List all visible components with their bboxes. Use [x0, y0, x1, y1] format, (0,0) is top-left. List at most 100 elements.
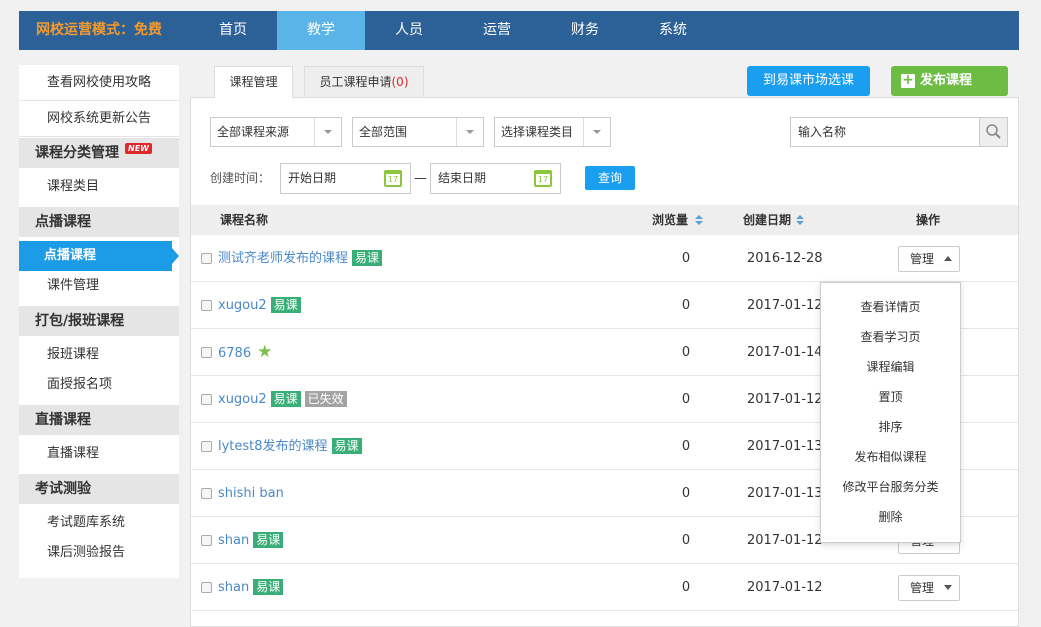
menu-item[interactable]: 课程编辑 [866, 360, 915, 374]
checkbox[interactable] [201, 488, 212, 499]
course-name[interactable]: 6786 ★ [218, 329, 272, 377]
row-divider [191, 328, 1018, 329]
sidebar-item[interactable]: 课件管理 [47, 278, 100, 293]
course-name[interactable]: xugou2 易课 已失效 [218, 376, 347, 423]
checkbox[interactable] [201, 253, 212, 264]
tab-count: (0) [391, 75, 409, 89]
nav-item[interactable]: 首页 [219, 22, 247, 38]
date: 2017-01-12 [747, 392, 823, 407]
date: 2016-12-28 [747, 251, 823, 266]
checkbox[interactable] [201, 535, 212, 546]
sidebar-link[interactable]: 查看网校使用攻略 [19, 65, 179, 101]
menu-item[interactable]: 排序 [878, 420, 903, 434]
manage-button[interactable]: 管理 [898, 246, 960, 272]
sidebar-group: 点播课程 [19, 207, 179, 237]
sidebar-item[interactable]: 课程类目 [47, 179, 100, 194]
course-name[interactable]: xugou2 易课 [218, 282, 301, 329]
course-title[interactable]: 6786 [218, 346, 252, 361]
date: 2017-01-12 [747, 533, 823, 548]
plus-icon: + [901, 72, 915, 88]
search-input[interactable]: 输入名称 [790, 117, 980, 147]
calendar-icon: 17 [534, 170, 552, 187]
course-title[interactable]: 测试齐老师发布的课程 [218, 251, 349, 266]
date: 2017-01-12 [747, 580, 823, 595]
course-title[interactable]: shan [218, 580, 250, 595]
row-divider [191, 469, 1018, 470]
market-button[interactable]: 到易课市场选课 [747, 66, 870, 96]
tab[interactable]: 员工课程申请(0) [304, 66, 424, 97]
search-button[interactable] [979, 117, 1008, 147]
new-badge: NEW [125, 143, 152, 154]
views: 0 [681, 486, 691, 501]
sort-icon [695, 214, 703, 226]
checkbox[interactable] [201, 300, 212, 311]
sidebar-item[interactable]: 面授报名项 [47, 377, 113, 392]
nav-item[interactable]: 运营 [483, 22, 511, 38]
sidebar-group: 考试测验 [19, 474, 179, 504]
course-title[interactable]: lytest8发布的课程 [218, 439, 328, 454]
nav-item[interactable]: 系统 [659, 22, 687, 38]
caret [944, 252, 952, 261]
tab-active[interactable]: 课程管理 [214, 66, 293, 98]
column-header: 课程名称 [220, 213, 269, 227]
column-header: 操作 [916, 213, 941, 227]
course-title[interactable]: xugou2 [218, 298, 267, 313]
caret [324, 130, 332, 138]
course-name[interactable]: shan 易课 [218, 564, 284, 611]
tab-label: 员工课程申请 [319, 75, 392, 89]
menu-item[interactable]: 发布相似课程 [854, 450, 927, 464]
tag: 易课 [253, 532, 284, 548]
menu-item[interactable]: 删除 [878, 510, 903, 524]
course-title[interactable]: shan [218, 533, 250, 548]
course-name[interactable]: shan 易课 [218, 517, 284, 564]
column-header: 创建日期 [743, 213, 792, 227]
date-input[interactable]: 开始日期 17 [280, 163, 411, 194]
menu-item[interactable]: 置顶 [878, 390, 903, 404]
course-title[interactable]: shishi ban [218, 486, 284, 501]
sidebar-item-active[interactable]: 点播课程 [19, 241, 179, 271]
views: 0 [681, 392, 691, 407]
publish-button[interactable]: 发布课程 + [891, 66, 1008, 96]
sidebar-group: 打包/报班课程 [19, 306, 179, 336]
sidebar-item[interactable]: 考试题库系统 [47, 515, 126, 530]
views: 0 [681, 251, 691, 266]
select[interactable]: 选择课程类目 [494, 117, 611, 147]
tag: 易课 [253, 579, 284, 595]
tag: 易课 [331, 438, 362, 454]
tag: 易课 [352, 250, 383, 266]
manage-button[interactable]: 管理 [898, 575, 960, 601]
star-icon: ★ [257, 342, 273, 362]
sidebar-item[interactable]: 课后测验报告 [47, 545, 126, 560]
select[interactable]: 全部课程来源 [210, 117, 342, 147]
nav-item[interactable]: 财务 [571, 22, 599, 38]
date-input[interactable]: 结束日期 17 [430, 163, 561, 194]
menu-item[interactable]: 查看详情页 [860, 300, 921, 314]
sidebar-item[interactable]: 直播课程 [47, 446, 100, 461]
row-divider [191, 610, 1018, 611]
course-name[interactable]: shishi ban [218, 470, 284, 517]
query-button[interactable]: 查询 [585, 166, 635, 190]
checkbox[interactable] [201, 582, 212, 593]
tag: 已失效 [304, 391, 347, 407]
sort-icon [796, 214, 804, 226]
checkbox[interactable] [201, 441, 212, 452]
menu-item[interactable]: 查看学习页 [860, 330, 921, 344]
checkbox[interactable] [201, 394, 212, 405]
caret [466, 130, 474, 138]
checkbox[interactable] [201, 347, 212, 358]
nav-item[interactable]: 人员 [395, 22, 423, 38]
course-name[interactable]: lytest8发布的课程 易课 [218, 423, 362, 470]
row-divider [191, 281, 1018, 282]
menu-item[interactable]: 修改平台服务分类 [842, 480, 939, 494]
sidebar-link[interactable]: 网校系统更新公告 [19, 101, 179, 137]
nav-item[interactable]: 教学 [277, 11, 365, 50]
course-title[interactable]: xugou2 [218, 392, 267, 407]
course-name[interactable]: 测试齐老师发布的课程 易课 [218, 235, 383, 282]
row-divider [191, 422, 1018, 423]
select[interactable]: 全部范围 [352, 117, 484, 147]
dropdown-menu: 查看详情页查看学习页课程编辑置顶排序发布相似课程 修改平台服务分类 删除 [820, 282, 961, 543]
sidebar-item[interactable]: 报班课程 [47, 347, 100, 362]
tag: 易课 [270, 391, 301, 407]
top-nav [19, 11, 1019, 50]
